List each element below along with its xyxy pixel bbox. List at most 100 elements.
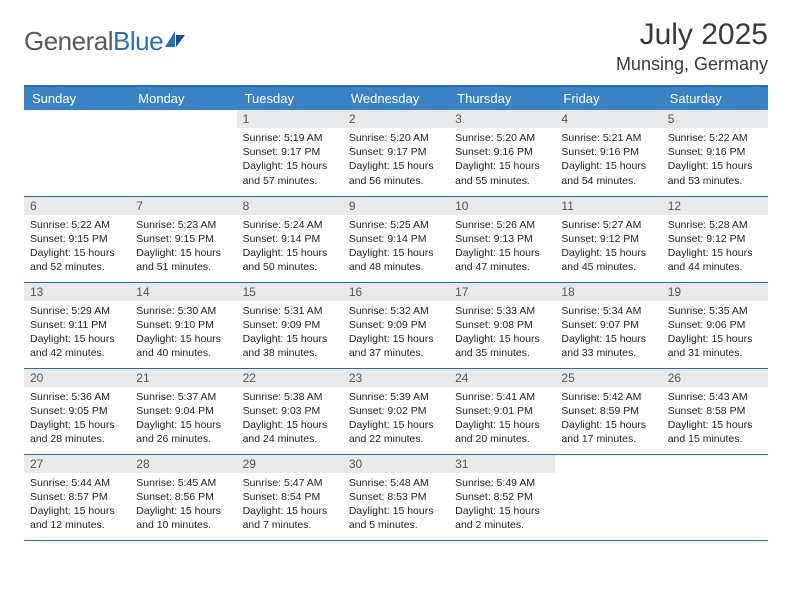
cell-body: Sunrise: 5:44 AMSunset: 8:57 PMDaylight:…: [24, 473, 130, 537]
sunrise-text: Sunrise: 5:36 AM: [30, 390, 124, 404]
calendar-cell: 2Sunrise: 5:20 AMSunset: 9:17 PMDaylight…: [343, 110, 449, 196]
calendar-header-row: Sunday Monday Tuesday Wednesday Thursday…: [24, 86, 768, 110]
cell-body: Sunrise: 5:29 AMSunset: 9:11 PMDaylight:…: [24, 301, 130, 365]
sunrise-text: Sunrise: 5:22 AM: [30, 218, 124, 232]
calendar-cell: 29Sunrise: 5:47 AMSunset: 8:54 PMDayligh…: [237, 454, 343, 540]
cell-body: Sunrise: 5:33 AMSunset: 9:08 PMDaylight:…: [449, 301, 555, 365]
daylight2-text: and 20 minutes.: [455, 432, 549, 446]
day-number: 5: [662, 110, 768, 128]
cell-body: Sunrise: 5:47 AMSunset: 8:54 PMDaylight:…: [237, 473, 343, 537]
brand-word2: Blue: [113, 26, 163, 56]
brand-text: GeneralBlue: [24, 26, 163, 57]
calendar-cell: [662, 454, 768, 540]
sunset-text: Sunset: 9:04 PM: [136, 404, 230, 418]
calendar-week-row: 20Sunrise: 5:36 AMSunset: 9:05 PMDayligh…: [24, 368, 768, 454]
sunrise-text: Sunrise: 5:28 AM: [668, 218, 762, 232]
brand-word1: General: [24, 26, 113, 56]
daylight1-text: Daylight: 15 hours: [136, 246, 230, 260]
daylight2-text: and 47 minutes.: [455, 260, 549, 274]
daylight1-text: Daylight: 15 hours: [30, 246, 124, 260]
daylight1-text: Daylight: 15 hours: [668, 159, 762, 173]
daylight2-text: and 31 minutes.: [668, 346, 762, 360]
sunrise-text: Sunrise: 5:47 AM: [243, 476, 337, 490]
daylight1-text: Daylight: 15 hours: [349, 159, 443, 173]
sunset-text: Sunset: 9:07 PM: [561, 318, 655, 332]
sunset-text: Sunset: 9:02 PM: [349, 404, 443, 418]
daylight1-text: Daylight: 15 hours: [668, 332, 762, 346]
sunrise-text: Sunrise: 5:33 AM: [455, 304, 549, 318]
daylight1-text: Daylight: 15 hours: [243, 418, 337, 432]
cell-body: Sunrise: 5:26 AMSunset: 9:13 PMDaylight:…: [449, 215, 555, 279]
daylight2-text: and 42 minutes.: [30, 346, 124, 360]
calendar-cell: 11Sunrise: 5:27 AMSunset: 9:12 PMDayligh…: [555, 196, 661, 282]
sunrise-text: Sunrise: 5:43 AM: [668, 390, 762, 404]
sunset-text: Sunset: 9:10 PM: [136, 318, 230, 332]
cell-body: Sunrise: 5:49 AMSunset: 8:52 PMDaylight:…: [449, 473, 555, 537]
sunrise-text: Sunrise: 5:42 AM: [561, 390, 655, 404]
sunset-text: Sunset: 9:03 PM: [243, 404, 337, 418]
daylight2-text: and 57 minutes.: [243, 174, 337, 188]
daylight1-text: Daylight: 15 hours: [349, 418, 443, 432]
sunset-text: Sunset: 8:58 PM: [668, 404, 762, 418]
day-number: 11: [555, 197, 661, 215]
day-number: 13: [24, 283, 130, 301]
calendar-cell: 21Sunrise: 5:37 AMSunset: 9:04 PMDayligh…: [130, 368, 236, 454]
sunrise-text: Sunrise: 5:39 AM: [349, 390, 443, 404]
day-number: 25: [555, 369, 661, 387]
sunset-text: Sunset: 8:59 PM: [561, 404, 655, 418]
calendar-cell: 8Sunrise: 5:24 AMSunset: 9:14 PMDaylight…: [237, 196, 343, 282]
daylight1-text: Daylight: 15 hours: [30, 504, 124, 518]
day-number: 28: [130, 455, 236, 473]
sunrise-text: Sunrise: 5:26 AM: [455, 218, 549, 232]
day-number: 24: [449, 369, 555, 387]
day-number: 4: [555, 110, 661, 128]
daylight2-text: and 7 minutes.: [243, 518, 337, 532]
sunrise-text: Sunrise: 5:35 AM: [668, 304, 762, 318]
sunset-text: Sunset: 9:11 PM: [30, 318, 124, 332]
sunset-text: Sunset: 8:53 PM: [349, 490, 443, 504]
sunset-text: Sunset: 9:15 PM: [30, 232, 124, 246]
cell-body: Sunrise: 5:32 AMSunset: 9:09 PMDaylight:…: [343, 301, 449, 365]
day-number: 17: [449, 283, 555, 301]
daylight1-text: Daylight: 15 hours: [455, 159, 549, 173]
cell-body: Sunrise: 5:24 AMSunset: 9:14 PMDaylight:…: [237, 215, 343, 279]
sunrise-text: Sunrise: 5:20 AM: [455, 131, 549, 145]
sunrise-text: Sunrise: 5:44 AM: [30, 476, 124, 490]
calendar-cell: 10Sunrise: 5:26 AMSunset: 9:13 PMDayligh…: [449, 196, 555, 282]
cell-body: Sunrise: 5:22 AMSunset: 9:15 PMDaylight:…: [24, 215, 130, 279]
cell-body: Sunrise: 5:21 AMSunset: 9:16 PMDaylight:…: [555, 128, 661, 192]
calendar-cell: 1Sunrise: 5:19 AMSunset: 9:17 PMDaylight…: [237, 110, 343, 196]
calendar-cell: 4Sunrise: 5:21 AMSunset: 9:16 PMDaylight…: [555, 110, 661, 196]
sunset-text: Sunset: 9:06 PM: [668, 318, 762, 332]
cell-body: Sunrise: 5:36 AMSunset: 9:05 PMDaylight:…: [24, 387, 130, 451]
day-number: 1: [237, 110, 343, 128]
sunset-text: Sunset: 9:16 PM: [455, 145, 549, 159]
cell-body: Sunrise: 5:20 AMSunset: 9:16 PMDaylight:…: [449, 128, 555, 192]
calendar-cell: 22Sunrise: 5:38 AMSunset: 9:03 PMDayligh…: [237, 368, 343, 454]
daylight2-text: and 48 minutes.: [349, 260, 443, 274]
cell-body: Sunrise: 5:41 AMSunset: 9:01 PMDaylight:…: [449, 387, 555, 451]
daylight2-text: and 40 minutes.: [136, 346, 230, 360]
daylight2-text: and 33 minutes.: [561, 346, 655, 360]
sunset-text: Sunset: 9:15 PM: [136, 232, 230, 246]
cell-body: Sunrise: 5:20 AMSunset: 9:17 PMDaylight:…: [343, 128, 449, 192]
weekday-header: Friday: [555, 86, 661, 110]
weekday-header: Monday: [130, 86, 236, 110]
calendar-cell: 5Sunrise: 5:22 AMSunset: 9:16 PMDaylight…: [662, 110, 768, 196]
sunrise-text: Sunrise: 5:38 AM: [243, 390, 337, 404]
daylight2-text: and 22 minutes.: [349, 432, 443, 446]
sunrise-text: Sunrise: 5:37 AM: [136, 390, 230, 404]
day-number: 20: [24, 369, 130, 387]
calendar-body: 1Sunrise: 5:19 AMSunset: 9:17 PMDaylight…: [24, 110, 768, 540]
sunrise-text: Sunrise: 5:30 AM: [136, 304, 230, 318]
sunset-text: Sunset: 9:16 PM: [561, 145, 655, 159]
calendar-table: Sunday Monday Tuesday Wednesday Thursday…: [24, 85, 768, 540]
header: GeneralBlue July 2025 Munsing, Germany: [24, 18, 768, 75]
sunrise-text: Sunrise: 5:41 AM: [455, 390, 549, 404]
daylight2-text: and 5 minutes.: [349, 518, 443, 532]
calendar-cell: 23Sunrise: 5:39 AMSunset: 9:02 PMDayligh…: [343, 368, 449, 454]
cell-body: Sunrise: 5:19 AMSunset: 9:17 PMDaylight:…: [237, 128, 343, 192]
sunset-text: Sunset: 9:14 PM: [349, 232, 443, 246]
sunrise-text: Sunrise: 5:31 AM: [243, 304, 337, 318]
calendar-cell: 7Sunrise: 5:23 AMSunset: 9:15 PMDaylight…: [130, 196, 236, 282]
